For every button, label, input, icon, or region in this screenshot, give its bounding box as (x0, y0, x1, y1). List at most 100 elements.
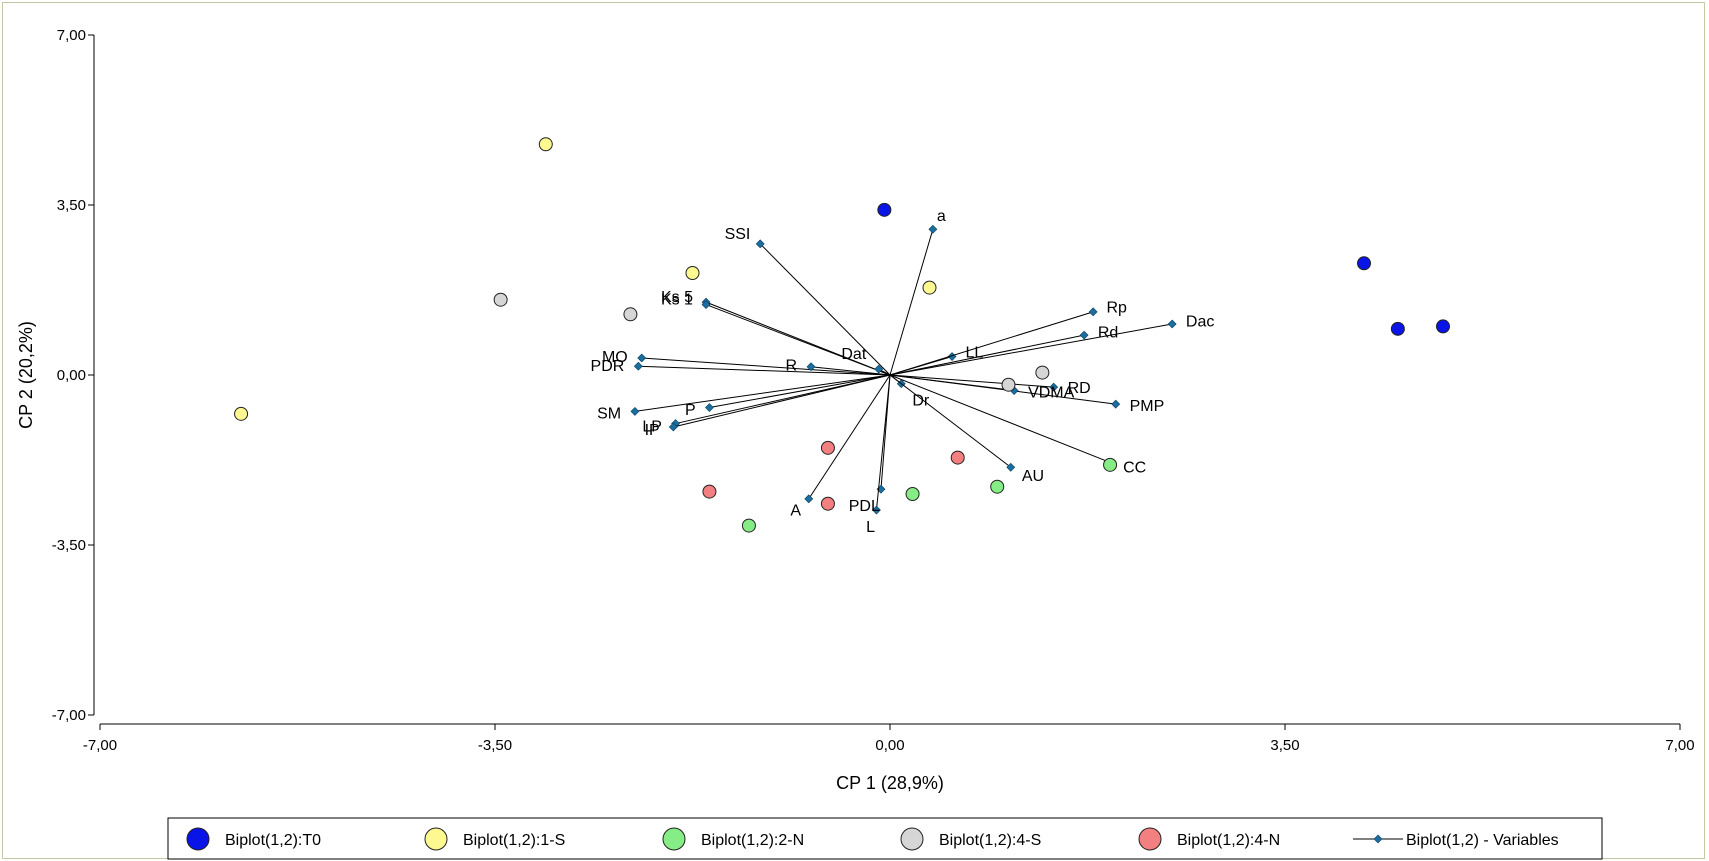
data-point (1357, 256, 1371, 271)
data-point (1390, 321, 1405, 336)
variable-vector-line (810, 366, 891, 376)
variable-vector-line (705, 304, 891, 376)
variable-vector-line (638, 365, 891, 376)
variable-vector-marker (928, 224, 938, 234)
data-point (1001, 377, 1016, 392)
variable-vector-line (889, 229, 934, 376)
data-point (685, 266, 700, 280)
variable-vector-marker (1088, 307, 1098, 317)
variable-vector-marker (1049, 382, 1059, 392)
variable-vector-marker (701, 300, 711, 309)
variable-vector-marker (668, 422, 678, 432)
legend-marker (662, 827, 686, 851)
x-tick-label: 7,00 (1665, 737, 1694, 754)
variable-label: Dat (841, 346, 866, 363)
legend-marker (1138, 827, 1162, 851)
axes: -7,00 -3,50 0,00 3,50 7,00 7,00 3,50 0,00 -3,50 -… (52, 27, 1695, 754)
variable-vector-line (889, 374, 1012, 468)
variable-vector-line (759, 243, 891, 376)
x-tick-label: -3,50 (478, 737, 512, 754)
variable-vector-marker (755, 239, 765, 249)
data-point (1436, 319, 1450, 334)
variable-label: PDR (591, 358, 625, 375)
variable-vector-line (808, 374, 891, 500)
data-point (741, 518, 756, 533)
variable-vector-marker (1167, 319, 1177, 329)
variable-vector-line (889, 374, 1111, 463)
legend-marker (186, 827, 210, 851)
legend-variables-marker (1373, 834, 1383, 844)
variable-label: LL (965, 345, 983, 362)
variable-vectors (630, 224, 1177, 515)
variable-label: P (685, 402, 696, 419)
legend-variables-label: Biplot(1,2) - Variables (1406, 832, 1559, 849)
observation-points (234, 137, 1450, 533)
variable-label: Dac (1186, 314, 1214, 331)
x-tick-label: -7,00 (83, 737, 117, 754)
data-point (820, 440, 835, 455)
variable-label: Ks 1 (661, 292, 693, 309)
y-tick-label: 7,00 (57, 27, 86, 44)
x-axis-label: CP 1 (28,9%) (836, 773, 944, 793)
variable-vector-line (875, 374, 891, 511)
data-point (990, 479, 1005, 494)
variable-label: MO (602, 349, 628, 366)
legend-entry-label: Biplot(1,2):1-S (463, 832, 565, 849)
legend-entry-label: Biplot(1,2):4-S (939, 832, 1041, 849)
data-point (702, 484, 717, 499)
data-point (1103, 457, 1118, 472)
variable-vector-line (634, 374, 891, 412)
variable-vector-line (889, 374, 1054, 388)
variable-label: IP (645, 422, 660, 439)
variable-label: R (786, 357, 798, 374)
legend-marker (900, 827, 924, 851)
variable-vector-marker (872, 505, 881, 515)
variable-label: CC (1123, 460, 1146, 477)
variable-vector-marker (874, 364, 884, 374)
variable-vector-marker (630, 407, 640, 416)
variable-vector-line (673, 374, 891, 428)
variable-label: a (937, 208, 946, 225)
data-point (905, 487, 920, 501)
variable-vector-line (889, 323, 1173, 376)
data-point (877, 202, 892, 217)
legend-marker (424, 827, 448, 851)
data-point (538, 137, 553, 152)
variable-vector-marker (633, 361, 643, 371)
variable-vector-marker (1006, 462, 1016, 472)
variable-vector-marker (806, 362, 816, 372)
data-point (950, 450, 965, 465)
variable-label: Dr (912, 393, 930, 410)
variable-label: PMP (1130, 398, 1165, 415)
variable-vector-marker (705, 403, 714, 412)
variable-vector-line (641, 357, 891, 376)
y-tick-label: 0,00 (57, 367, 86, 384)
legend-entry-label: Biplot(1,2):4-N (1177, 832, 1280, 849)
variable-vector-marker (637, 353, 647, 363)
variable-label: RD (1068, 380, 1091, 397)
variable-vector-marker (804, 494, 814, 504)
y-tick-label: -3,50 (52, 537, 86, 554)
variable-label: Rd (1098, 324, 1118, 341)
variable-label: Rp (1107, 300, 1128, 317)
legend: Biplot(1,2):T0 Biplot(1,2):1-S Biplot(1,2)… (167, 817, 1603, 860)
legend-entry-label: Biplot(1,2):T0 (225, 832, 321, 849)
variable-vector-line (889, 374, 1015, 392)
data-point (922, 280, 937, 295)
variable-label: LP (642, 419, 662, 436)
variable-vector-line (709, 374, 891, 409)
variable-label: L (866, 519, 875, 536)
variable-vector-line (889, 334, 1085, 376)
variable-vector-marker (1111, 399, 1121, 409)
variable-vector-marker (1079, 330, 1089, 340)
variable-label: SSI (725, 226, 751, 243)
variable-label: VDMA (1028, 384, 1075, 401)
y-tick-label: -7,00 (52, 707, 86, 724)
variable-vector-line (889, 311, 1094, 376)
y-axis-label: CP 2 (20,2%) (16, 321, 36, 429)
variable-label: A (790, 503, 801, 520)
data-point (493, 292, 508, 307)
data-point (1035, 365, 1050, 380)
